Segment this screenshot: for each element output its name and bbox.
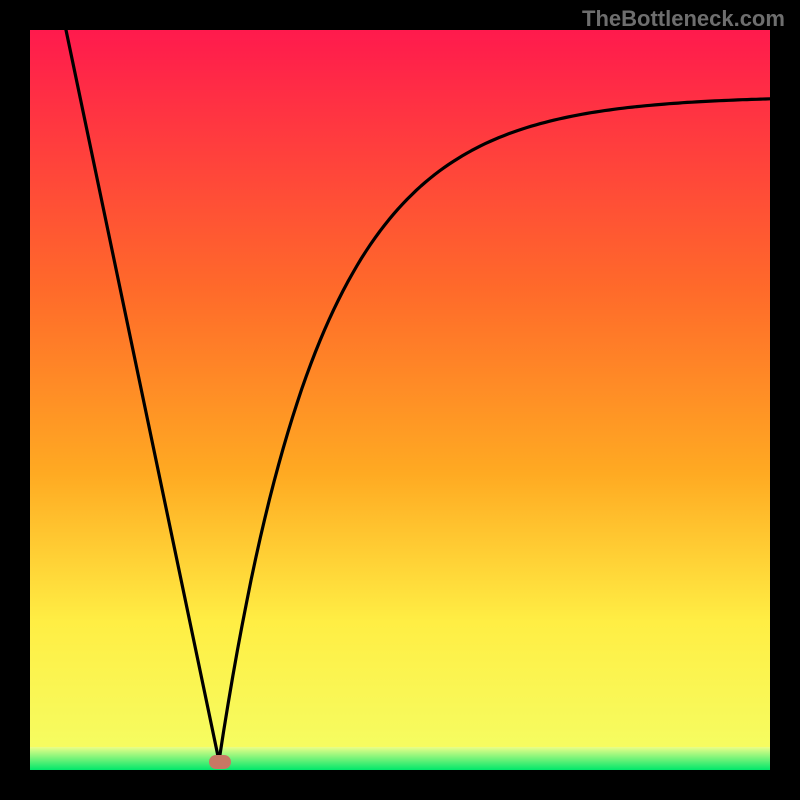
bottleneck-marker [209, 755, 231, 769]
chart-container: TheBottleneck.com [0, 0, 800, 800]
green-band [30, 747, 770, 770]
watermark-text: TheBottleneck.com [582, 6, 785, 32]
plot-area [30, 30, 770, 770]
